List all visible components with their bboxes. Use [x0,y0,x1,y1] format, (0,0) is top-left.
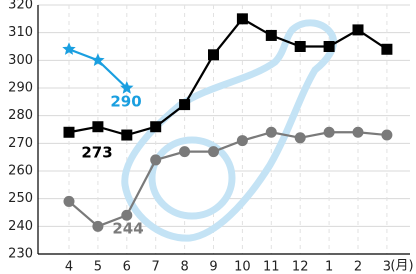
x-tick-label: 6 [123,260,131,274]
x-tick-label: 12 [292,260,309,274]
marker [92,221,103,232]
y-tick-label: 240 [8,219,33,234]
marker [64,196,75,207]
y-tick-label: 290 [8,81,33,96]
x-tick-label: 8 [180,260,188,274]
marker [237,135,248,146]
marker [92,121,103,132]
y-tick-label: 260 [8,164,33,179]
marker [353,24,364,35]
marker [208,146,219,157]
y-tick-label: 280 [8,108,33,123]
x-tick-label: 5 [94,260,102,274]
x-tick-label: 3 [383,260,391,274]
marker [295,132,306,143]
marker [121,130,132,141]
marker [324,41,335,52]
marker [150,121,161,132]
y-tick-label: 230 [8,247,33,262]
marker [381,130,392,141]
x-tick-label: 1 [325,260,333,274]
y-tick-label: 270 [8,136,33,151]
marker [324,127,335,138]
y-tick-label: 300 [8,53,33,68]
marker [266,127,277,138]
x-axis-unit: (月) [390,259,413,274]
marker [295,41,306,52]
marker [150,154,161,165]
marker [179,146,190,157]
chart: (月) 290 273 244 230240250260270280290300… [0,0,416,274]
marker [208,49,219,60]
data-label: 290 [110,93,141,111]
marker [179,99,190,110]
x-tick-label: 4 [65,260,73,274]
x-tick-label: 9 [209,260,217,274]
x-tick-label: 2 [354,260,362,274]
x-tick-label: 11 [263,260,280,274]
data-label: 244 [112,220,143,238]
y-tick-label: 310 [8,25,33,40]
y-tick-label: 250 [8,191,33,206]
marker [266,30,277,41]
marker [353,127,364,138]
marker [237,13,248,24]
marker [381,44,392,55]
y-tick-label: 320 [8,0,33,13]
marker [64,127,75,138]
x-tick-label: 10 [234,260,251,274]
x-tick-label: 7 [152,260,160,274]
data-label: 273 [81,144,112,162]
